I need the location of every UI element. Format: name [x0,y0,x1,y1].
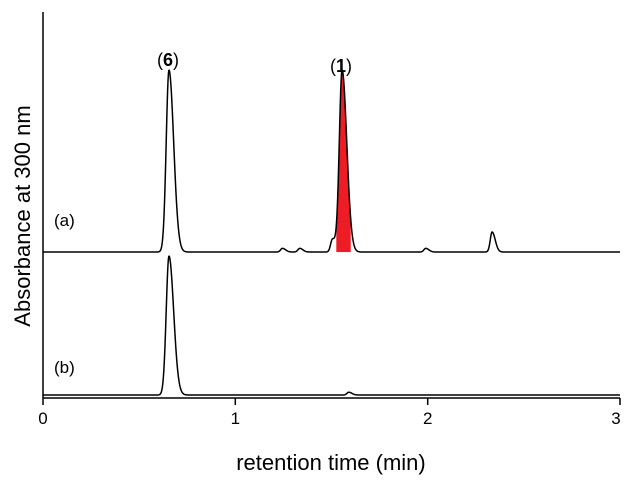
peak-label-1-number: 1 [336,56,346,76]
peak-label-1-open: ( [330,56,336,76]
trace-a-line [42,69,621,253]
x-tick-label-3: 3 [611,409,620,428]
x-tick-label-1: 1 [231,409,240,428]
peak-label-6-number: 6 [163,50,173,70]
x-axis-title: retention time (min) [236,450,426,475]
peak-label-1-close: ) [346,56,352,76]
peak-label-1: (1) [330,56,352,76]
trace-a-label: (a) [54,211,75,230]
trace-b-label: (b) [54,358,75,377]
x-tick-label-0: 0 [38,409,47,428]
x-tick-label-2: 2 [423,409,432,428]
trace-b-line [42,255,621,396]
peak-label-6: (6) [157,50,179,70]
peak-label-6-close: ) [173,50,179,70]
y-axis-title: Absorbance at 300 nm [10,105,35,326]
peak-label-6-open: ( [157,50,163,70]
peak-1-fill [336,69,351,252]
